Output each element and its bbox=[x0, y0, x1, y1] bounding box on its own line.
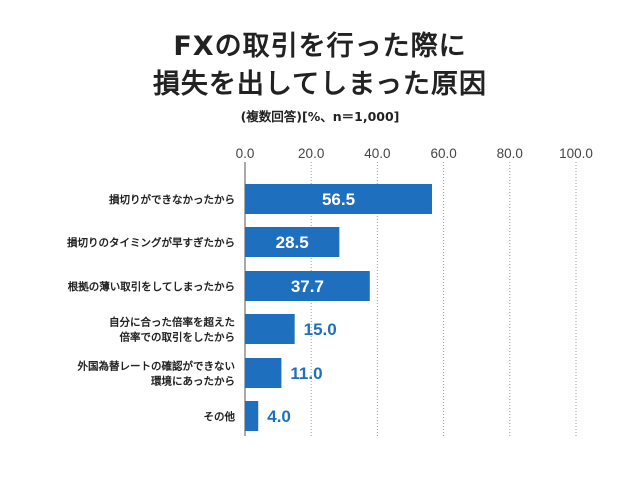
category-label: 外国為替レートの確認ができない bbox=[77, 360, 236, 373]
chart-title-line1: FXの取引を行った際に bbox=[173, 31, 467, 62]
category-label: 損切りができなかったから bbox=[109, 193, 235, 206]
category-label: その他 bbox=[204, 410, 236, 423]
bar bbox=[245, 184, 433, 214]
bar-value-label: 11.0 bbox=[290, 364, 322, 383]
x-tick-label: 40.0 bbox=[364, 146, 390, 161]
chart-title-line2: 損失を出してしまった原因 bbox=[152, 69, 488, 100]
bar bbox=[245, 358, 282, 388]
bar-value-label: 28.5 bbox=[276, 233, 309, 252]
x-tick-label: 100.0 bbox=[559, 146, 593, 161]
bar-value-label: 56.5 bbox=[322, 190, 355, 209]
bar bbox=[245, 314, 295, 344]
chart-subtitle: (複数回答)[%、n＝1,000] bbox=[240, 109, 400, 124]
bar bbox=[245, 227, 340, 257]
category-label: 根拠の薄い取引をしてしまったから bbox=[68, 280, 235, 293]
bar-value-label: 4.0 bbox=[267, 407, 291, 426]
category-label: 環境にあったから bbox=[151, 375, 235, 388]
category-label: 自分に合った倍率を超えた bbox=[109, 316, 235, 329]
x-tick-label: 60.0 bbox=[430, 146, 456, 161]
bar bbox=[245, 401, 259, 431]
x-tick-label: 0.0 bbox=[236, 146, 255, 161]
bar bbox=[245, 271, 370, 301]
x-tick-label: 80.0 bbox=[497, 146, 523, 161]
x-tick-label: 20.0 bbox=[298, 146, 324, 161]
bar-value-label: 15.0 bbox=[304, 320, 337, 339]
category-label: 損切りのタイミングが早すぎたから bbox=[67, 236, 235, 249]
bar-value-label: 37.7 bbox=[291, 277, 324, 296]
category-label: 倍率での取引をしたから bbox=[120, 331, 236, 344]
